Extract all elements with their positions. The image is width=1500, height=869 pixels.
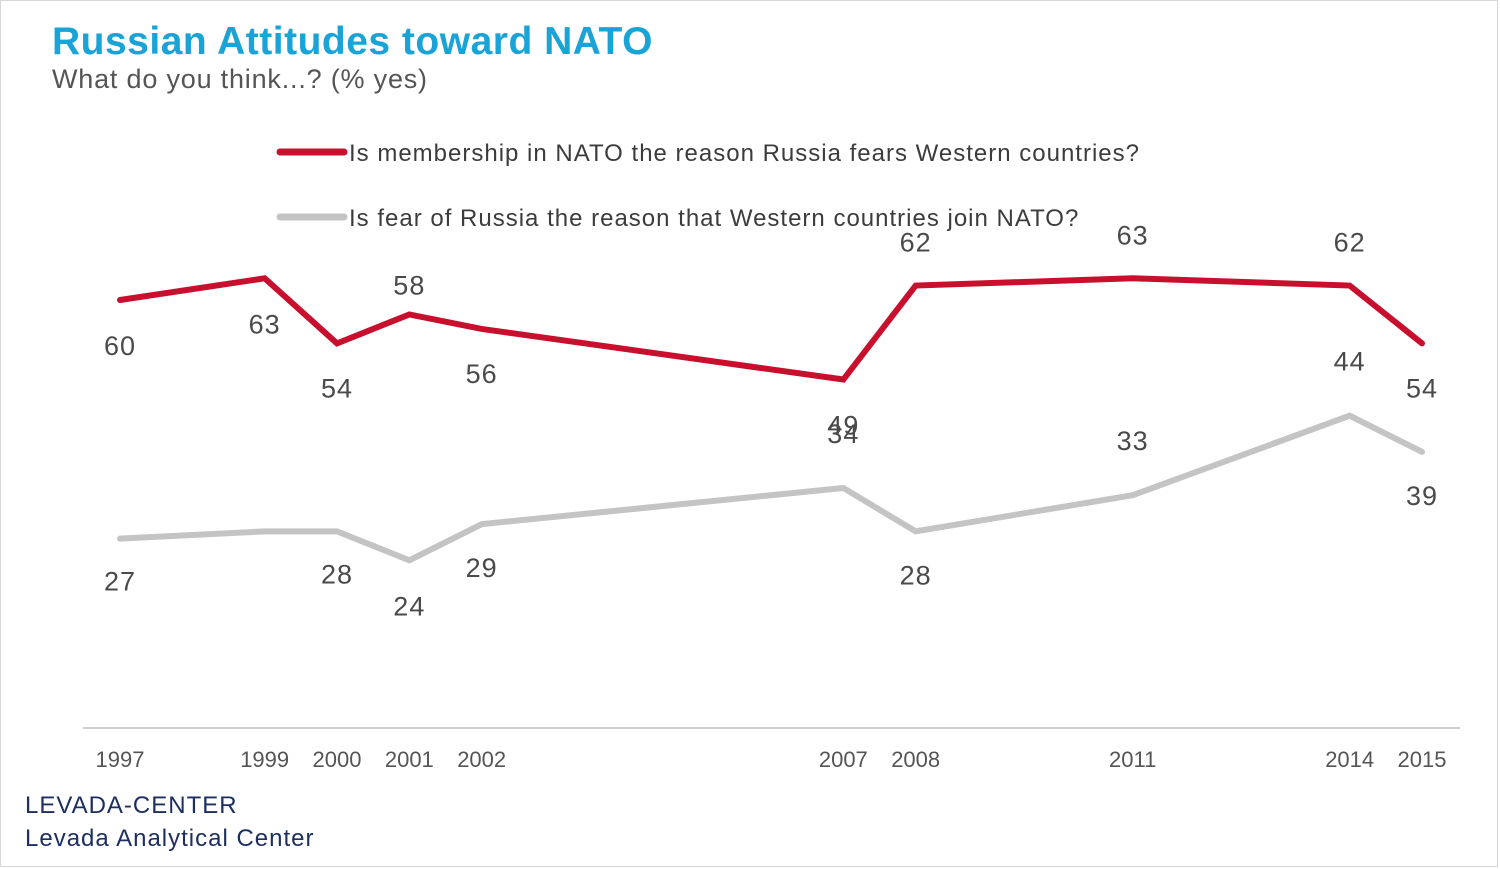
data-label: 33: [1117, 426, 1149, 456]
data-label: 28: [900, 560, 932, 590]
x-tick-label: 2002: [457, 747, 506, 772]
chart-title: Russian Attitudes toward NATO: [52, 20, 653, 63]
data-label: 28: [321, 559, 353, 589]
data-label: 54: [1406, 373, 1438, 403]
series-layer: 27 28 24 29 34 28 33 44 39 60 63 54 58 56 49 62 63 62 54: [104, 220, 1438, 621]
source-org: LEVADA-CENTER: [25, 792, 238, 819]
x-tick-label: 2015: [1398, 747, 1447, 772]
data-label: 39: [1406, 481, 1438, 511]
x-axis-ticks: 1997 1999 2000 2001 2002 2007 2008 2011 2014 2015: [96, 747, 1447, 772]
data-label: 49: [827, 411, 859, 441]
legend-label-membership: Is membership in NATO the reason Russia …: [349, 140, 1140, 167]
x-tick-label: 2008: [891, 747, 940, 772]
legend-label-fear: Is fear of Russia the reason that Wester…: [349, 205, 1079, 232]
x-tick-label: 2014: [1325, 747, 1374, 772]
x-tick-label: 2000: [313, 747, 362, 772]
data-label: 54: [321, 373, 353, 403]
data-label: 62: [900, 228, 932, 258]
x-tick-label: 2001: [385, 747, 434, 772]
data-label: 27: [104, 567, 136, 597]
data-label: 34: [827, 419, 859, 449]
series-line-fear: [117, 412, 1425, 564]
chart-subtitle: What do you think...? (% yes): [52, 64, 428, 94]
series-line-membership: [117, 275, 1425, 383]
x-tick-label: 2007: [819, 747, 868, 772]
legend: Is membership in NATO the reason Russia …: [276, 140, 1140, 232]
x-tick-label: 1997: [96, 747, 145, 772]
x-tick-label: 2011: [1109, 747, 1156, 772]
data-label: 24: [393, 591, 425, 621]
x-tick-label: 1999: [240, 747, 289, 772]
data-label: 63: [1117, 220, 1149, 250]
data-label: 58: [393, 270, 425, 300]
data-label: 44: [1334, 347, 1366, 377]
data-label: 62: [1334, 228, 1366, 258]
data-label: 60: [104, 331, 136, 361]
data-label: 29: [466, 553, 498, 583]
data-label: 56: [466, 359, 498, 389]
data-label: 63: [249, 309, 281, 339]
source-org-full: Levada Analytical Center: [25, 825, 315, 852]
